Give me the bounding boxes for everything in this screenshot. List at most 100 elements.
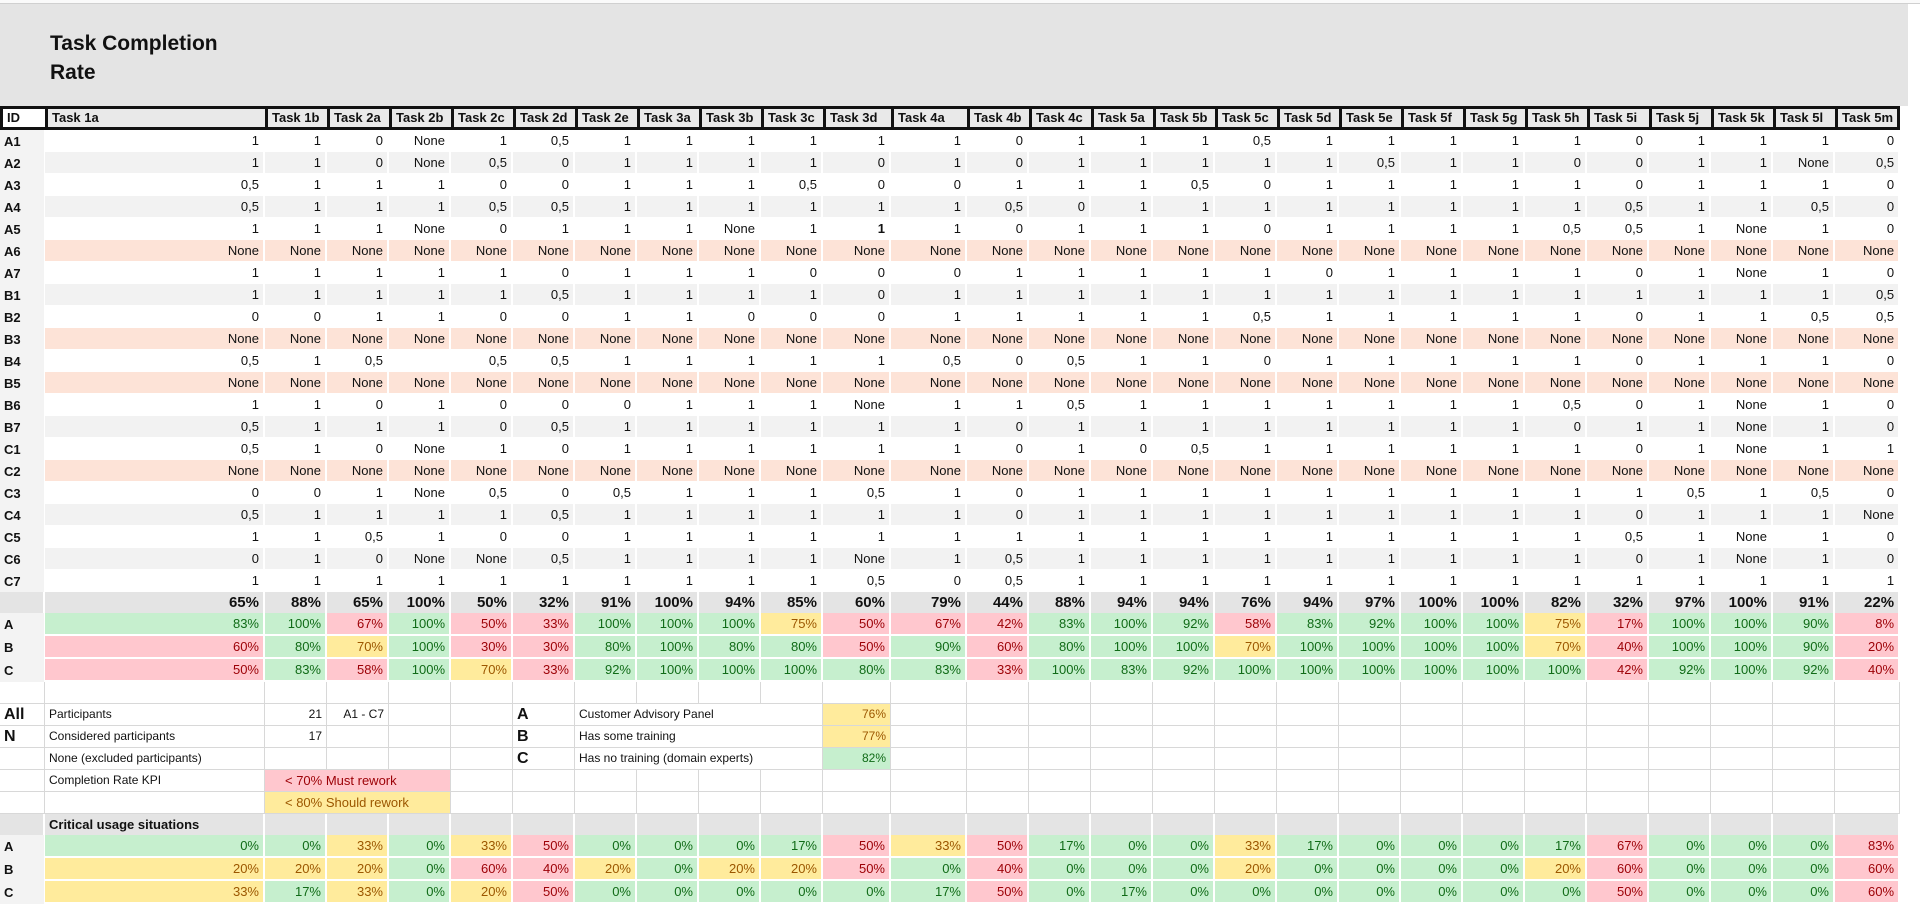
critical-rate-cell[interactable]: 0% <box>1711 835 1773 859</box>
group-rate-cell[interactable]: 100% <box>1525 659 1587 683</box>
score-cell[interactable]: 0 <box>1215 350 1277 372</box>
score-cell[interactable]: 1 <box>823 526 891 548</box>
total-rate-cell[interactable]: 94% <box>699 592 761 614</box>
group-rate-cell[interactable]: 80% <box>575 636 637 660</box>
group-rate-cell[interactable]: 67% <box>891 613 967 637</box>
empty-cell[interactable] <box>967 682 1029 704</box>
score-cell[interactable]: 0,5 <box>761 174 823 196</box>
score-cell[interactable]: 1 <box>389 284 451 306</box>
column-header-task-4a[interactable]: Task 4a <box>891 106 967 130</box>
total-rate-cell[interactable]: 91% <box>575 592 637 614</box>
row-id[interactable]: B7 <box>0 416 45 438</box>
empty-cell[interactable] <box>513 769 575 792</box>
score-cell[interactable]: 1 <box>891 196 967 218</box>
group-rate-cell[interactable]: 60% <box>967 636 1029 660</box>
score-cell[interactable]: None <box>1215 372 1277 394</box>
score-cell[interactable]: 1 <box>699 174 761 196</box>
score-cell[interactable]: 1 <box>1525 130 1587 152</box>
score-cell[interactable]: None <box>327 372 389 394</box>
column-header-task-1a[interactable]: Task 1a <box>45 106 265 130</box>
score-cell[interactable]: 1 <box>1277 526 1339 548</box>
score-cell[interactable]: 1 <box>967 174 1029 196</box>
group-rate-cell[interactable]: 33% <box>513 613 575 637</box>
group-b-description[interactable]: Has some training <box>575 725 823 748</box>
score-cell[interactable]: 0,5 <box>513 504 575 526</box>
group-rate-cell[interactable]: 100% <box>1215 659 1277 683</box>
score-cell[interactable]: 1 <box>1525 482 1587 504</box>
score-cell[interactable]: 1 <box>1773 438 1835 460</box>
empty-cell[interactable] <box>1587 747 1649 770</box>
empty-cell[interactable] <box>1835 791 1901 814</box>
score-cell[interactable]: 1 <box>1277 504 1339 526</box>
score-cell[interactable]: 1 <box>761 218 823 240</box>
score-cell[interactable]: 1 <box>1773 570 1835 592</box>
score-cell[interactable]: 1 <box>389 196 451 218</box>
score-cell[interactable]: 1 <box>1463 152 1525 174</box>
score-cell[interactable]: 1 <box>1773 262 1835 284</box>
score-cell[interactable]: 1 <box>1339 526 1401 548</box>
empty-cell[interactable] <box>1773 703 1835 726</box>
critical-rate-cell[interactable]: 0% <box>389 858 451 882</box>
score-cell[interactable]: 1 <box>1153 504 1215 526</box>
total-rate-cell[interactable]: 44% <box>967 592 1029 614</box>
empty-cell[interactable] <box>1029 791 1091 814</box>
score-cell[interactable]: 1 <box>389 306 451 328</box>
score-cell[interactable]: 0,5 <box>1587 196 1649 218</box>
total-rate-cell[interactable]: 85% <box>761 592 823 614</box>
score-cell[interactable]: 1 <box>1711 482 1773 504</box>
critical-rate-cell[interactable]: 0% <box>1091 835 1153 859</box>
score-cell[interactable]: 1 <box>1091 482 1153 504</box>
empty-cell[interactable] <box>1339 791 1401 814</box>
row-id[interactable]: B4 <box>0 350 45 372</box>
group-rate-cell[interactable]: 83% <box>1277 613 1339 637</box>
empty-cell[interactable] <box>1463 682 1525 704</box>
score-cell[interactable]: 1 <box>575 504 637 526</box>
column-header-task-5g[interactable]: Task 5g <box>1463 106 1525 130</box>
score-cell[interactable]: 1 <box>327 262 389 284</box>
score-cell[interactable]: 1 <box>1649 306 1711 328</box>
score-cell[interactable]: 1 <box>1339 570 1401 592</box>
score-cell[interactable]: 1 <box>891 306 967 328</box>
critical-rate-cell[interactable]: 20% <box>575 858 637 882</box>
score-cell[interactable]: 1 <box>45 130 265 152</box>
score-cell[interactable]: 1 <box>45 570 265 592</box>
score-cell[interactable]: 1 <box>761 394 823 416</box>
total-rate-cell[interactable]: 94% <box>1091 592 1153 614</box>
score-cell[interactable]: 0,5 <box>1587 218 1649 240</box>
score-cell[interactable]: 1 <box>1339 218 1401 240</box>
score-cell[interactable]: 0 <box>891 262 967 284</box>
column-header-id[interactable]: ID <box>0 106 45 130</box>
score-cell[interactable]: 1 <box>1525 306 1587 328</box>
group-id[interactable]: B <box>0 636 45 660</box>
score-cell[interactable]: 1 <box>1277 174 1339 196</box>
column-header-task-5h[interactable]: Task 5h <box>1525 106 1587 130</box>
score-cell[interactable]: 0,5 <box>45 504 265 526</box>
score-cell[interactable]: 1 <box>699 438 761 460</box>
score-cell[interactable]: None <box>1091 372 1153 394</box>
score-cell[interactable]: 1 <box>1463 570 1525 592</box>
row-id[interactable]: C4 <box>0 504 45 526</box>
critical-rate-cell[interactable]: 0% <box>1153 835 1215 859</box>
score-cell[interactable]: None <box>1835 372 1901 394</box>
score-cell[interactable]: 1 <box>1339 416 1401 438</box>
empty-cell[interactable] <box>1401 747 1463 770</box>
score-cell[interactable]: 1 <box>1711 570 1773 592</box>
score-cell[interactable]: None <box>1277 240 1339 262</box>
group-rate-cell[interactable]: 33% <box>967 659 1029 683</box>
critical-rate-cell[interactable]: 0% <box>1153 858 1215 882</box>
score-cell[interactable]: 1 <box>1773 174 1835 196</box>
score-cell[interactable]: 1 <box>1029 218 1091 240</box>
score-cell[interactable]: None <box>891 328 967 350</box>
empty-cell[interactable] <box>1339 682 1401 704</box>
score-cell[interactable]: None <box>761 460 823 482</box>
empty-cell[interactable] <box>1773 747 1835 770</box>
score-cell[interactable]: 0 <box>513 306 575 328</box>
score-cell[interactable]: 1 <box>1401 350 1463 372</box>
empty-cell[interactable] <box>1029 725 1091 748</box>
score-cell[interactable]: None <box>575 372 637 394</box>
score-cell[interactable]: None <box>891 240 967 262</box>
score-cell[interactable]: None <box>1711 240 1773 262</box>
score-cell[interactable]: 1 <box>389 570 451 592</box>
row-id[interactable]: C5 <box>0 526 45 548</box>
critical-rate-cell[interactable]: 50% <box>823 835 891 859</box>
